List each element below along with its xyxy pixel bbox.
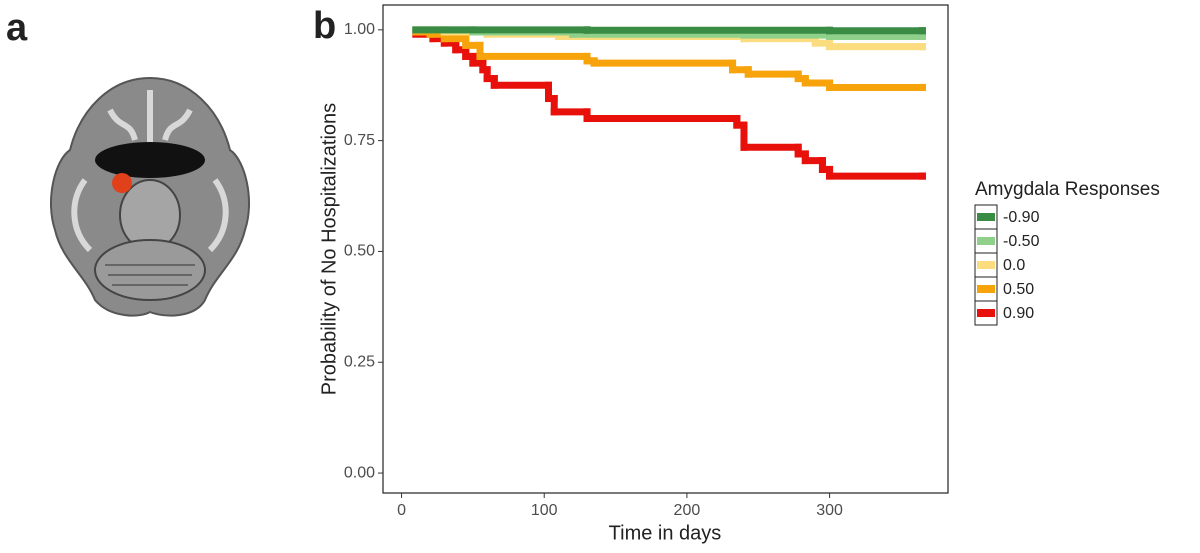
legend-label: 0.0 bbox=[1003, 257, 1025, 274]
y-tick-label: 1.00 bbox=[344, 21, 375, 38]
y-tick-label: 0.00 bbox=[344, 464, 375, 481]
plot-frame bbox=[382, 4, 949, 494]
panel-label: a bbox=[6, 7, 28, 49]
x-tick-label: 100 bbox=[531, 502, 558, 519]
x-tick-label: 200 bbox=[674, 502, 701, 519]
legend-title: Amygdala Responses bbox=[975, 179, 1160, 200]
x-axis-label: Time in days bbox=[609, 522, 722, 544]
y-tick-label: 0.50 bbox=[344, 243, 375, 260]
legend-label: -0.90 bbox=[1003, 209, 1040, 226]
x-tick-label: 0 bbox=[397, 502, 406, 519]
legend-label: 0.50 bbox=[1003, 281, 1034, 298]
legend-label: 0.90 bbox=[1003, 305, 1034, 322]
legend-label: -0.50 bbox=[1003, 233, 1040, 250]
y-tick-label: 0.75 bbox=[344, 132, 375, 149]
y-tick-label: 0.25 bbox=[344, 353, 375, 370]
x-tick-label: 300 bbox=[816, 502, 843, 519]
brain-image bbox=[49, 76, 251, 317]
panel-label: b bbox=[313, 5, 336, 47]
y-axis-label: Probability of No Hospitalizations bbox=[318, 103, 340, 395]
